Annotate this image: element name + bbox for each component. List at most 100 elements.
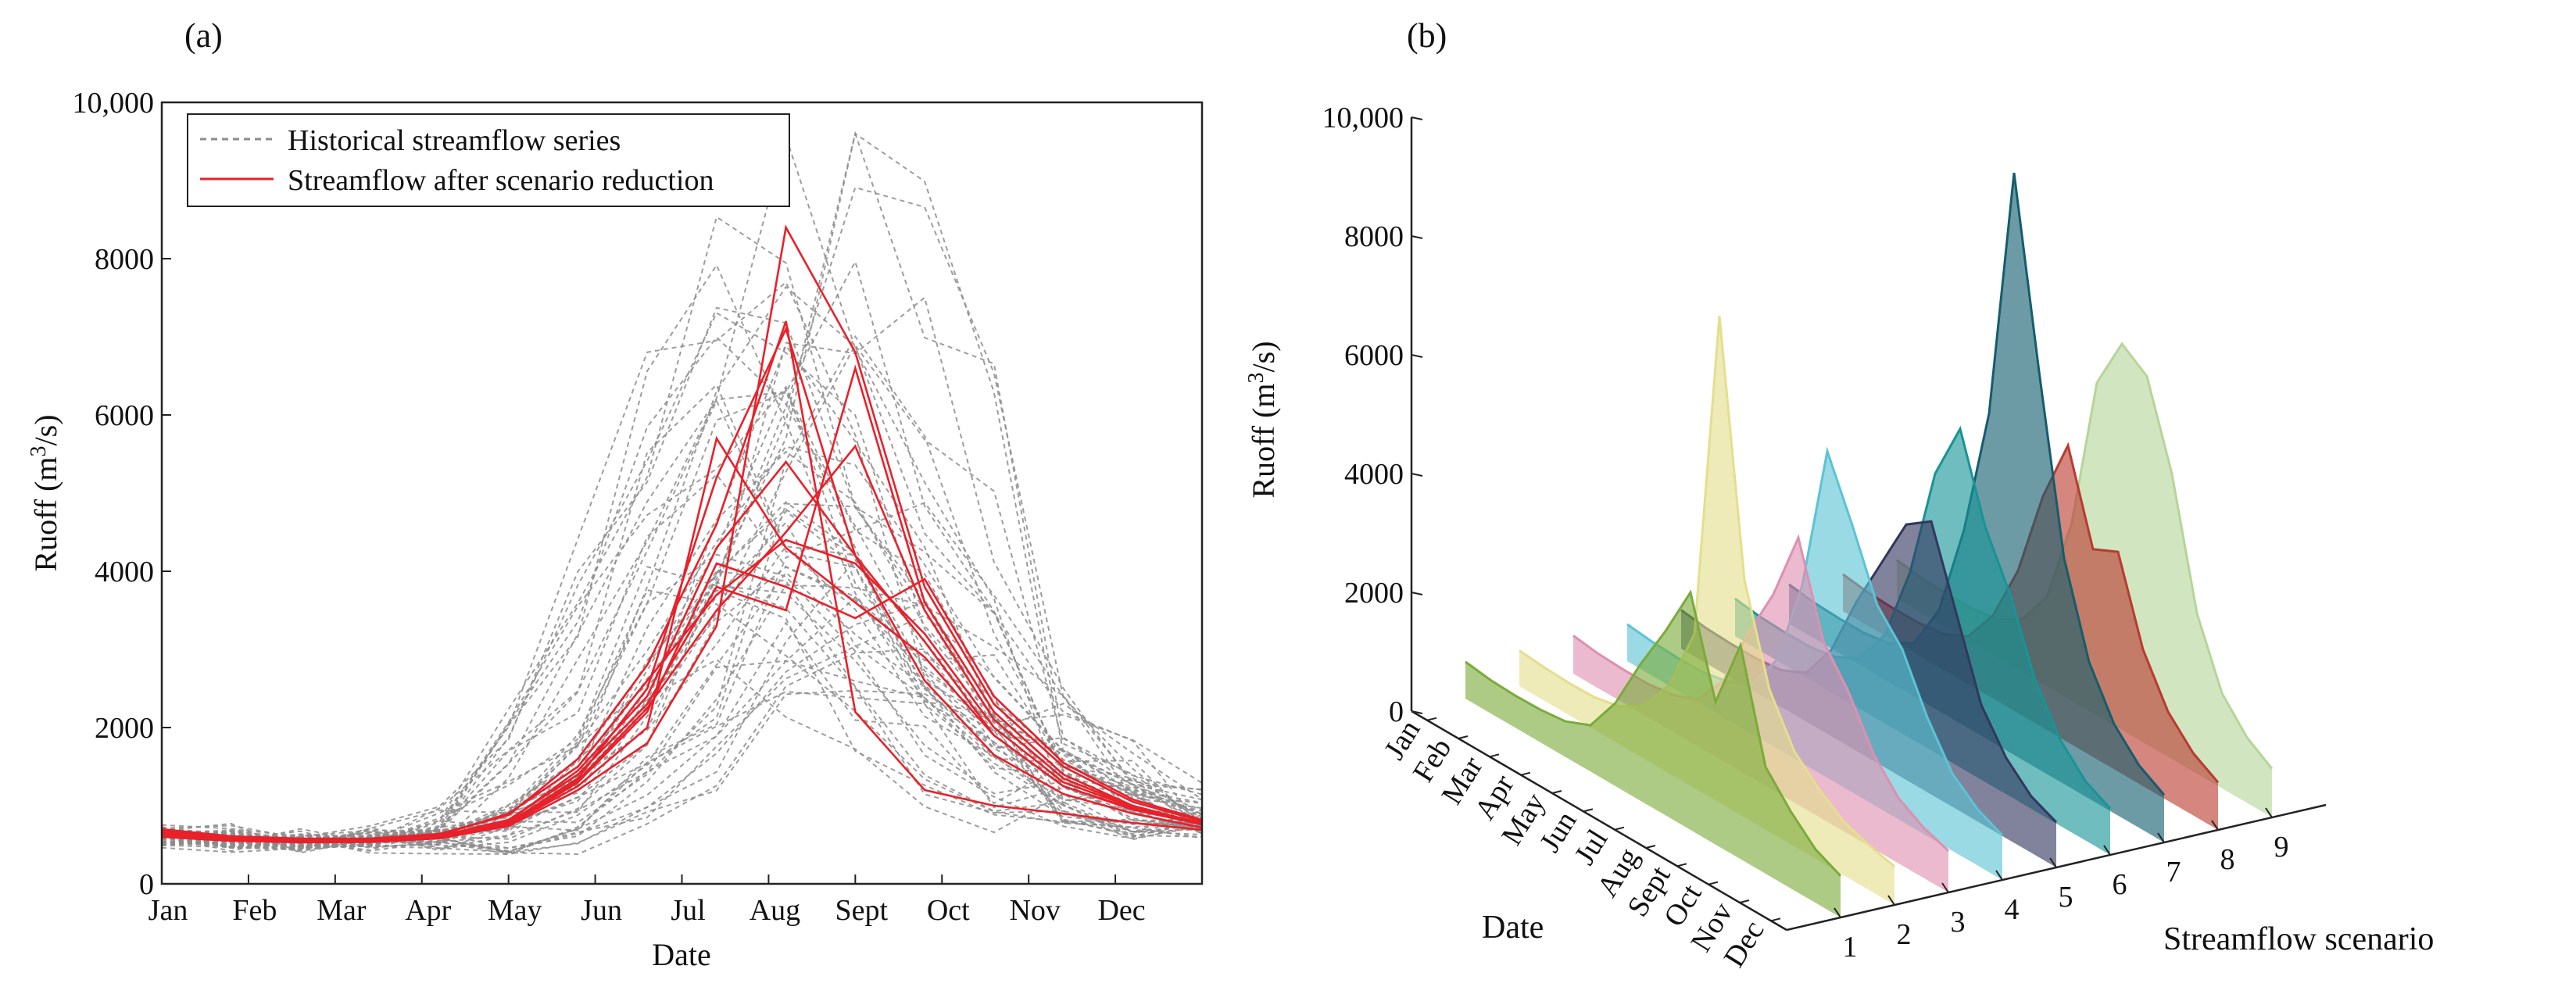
- panel-b-z-label-tail: /s): [1246, 341, 1281, 372]
- scenario-tick-label: 5: [2059, 881, 2073, 914]
- scenario-tick-label: 6: [2113, 868, 2127, 901]
- z-tick-mark: [1411, 710, 1423, 714]
- z-tick-label: 2000: [1344, 577, 1404, 610]
- panel-b-z-ticks: 0 2000 4000 6000 8000 10,000: [1322, 102, 1423, 728]
- z-tick-label: 0: [1389, 696, 1404, 728]
- historical-series-line: [161, 285, 1203, 846]
- scenario-tick-mark: [1941, 882, 1949, 893]
- scenario-tick-mark: [2211, 820, 2219, 831]
- date-tick-mark: [1489, 753, 1500, 758]
- historical-series-line: [161, 566, 1203, 849]
- x-tick-label: Feb: [232, 894, 277, 927]
- legend-historical-label: Historical streamflow series: [288, 124, 621, 157]
- z-tick-label: 4000: [1344, 458, 1404, 491]
- scenario-tick-mark: [2157, 832, 2165, 843]
- historical-series-line: [161, 132, 1203, 845]
- panel-a-x-axis-label: Date: [652, 937, 711, 972]
- x-tick-label: Oct: [927, 894, 970, 927]
- x-tick-label: Mar: [317, 894, 367, 927]
- scenario-tick-mark: [1887, 895, 1895, 906]
- date-tick-mark: [1676, 863, 1687, 867]
- reduced-series-line: [161, 224, 1203, 844]
- z-tick-label: 8000: [1344, 220, 1404, 253]
- reduced-series-line: [161, 364, 1203, 842]
- y-tick-label: 10,000: [73, 87, 155, 120]
- date-tick-mark: [1426, 717, 1437, 721]
- y-tick-label: 8000: [95, 243, 154, 276]
- x-tick-label: Sept: [835, 894, 889, 927]
- historical-series-line: [161, 588, 1203, 850]
- date-tick-mark: [1739, 899, 1750, 903]
- scenario-tick-label: 7: [2166, 856, 2181, 889]
- z-tick-mark: [1411, 473, 1423, 477]
- legend-box: [187, 113, 790, 207]
- reduced-series-line: [161, 562, 1203, 843]
- panel-a-label: (a): [184, 16, 223, 55]
- date-tick-mark: [1645, 845, 1656, 849]
- panel-b-z-label-main: Ruoff (m: [1246, 383, 1281, 498]
- reduced-series-line: [161, 320, 1203, 840]
- historical-series-line: [161, 589, 1203, 847]
- historical-series-line: [161, 614, 1203, 849]
- x-tick-label: Nov: [1009, 894, 1060, 927]
- x-tick-label: Jan: [148, 894, 188, 927]
- scenario-tick-mark: [2265, 807, 2273, 818]
- scenario-tick-mark: [1834, 907, 1841, 918]
- y-tick-label: 6000: [95, 399, 154, 432]
- panel-b-date-axis-label: Date: [1482, 910, 1544, 946]
- scenario-ribbon-outline: [1465, 589, 1842, 877]
- y-tick-label: 4000: [95, 556, 154, 588]
- historical-series-line: [161, 559, 1203, 853]
- reduced-series-group: [161, 224, 1203, 844]
- scenario-tick-mark: [1995, 870, 2003, 881]
- scenario-ribbon-fill: [1519, 316, 1894, 906]
- date-tick-mark: [1770, 917, 1781, 922]
- scenario-tick-label: 2: [1897, 918, 1912, 951]
- scenario-tick-label: 9: [2274, 831, 2289, 864]
- x-tick-label: Jul: [671, 894, 705, 927]
- date-tick-mark: [1708, 881, 1719, 885]
- panel-a: (a) 0 2000 4000 6000 8000 10,000 Jan Feb Mar Apr…: [27, 16, 1204, 972]
- reduced-series-line: [161, 444, 1203, 842]
- scenario-ribbon-fill: [1465, 592, 1841, 917]
- panel-b-z-axis-label: Ruoff (m3/s): [1244, 341, 1281, 498]
- date-tick-mark: [1614, 826, 1625, 831]
- panel-a-x-ticks: Jan Feb Mar Apr May Jun Jul Aug Sept Oct Nov Dec: [148, 874, 1146, 927]
- scenario-tick-mark: [2049, 857, 2057, 868]
- panel-a-y-axis-label: Ruoff (m3/s): [27, 414, 63, 571]
- x-tick-label: Jun: [581, 894, 622, 927]
- legend: Historical streamflow series Streamflow …: [187, 113, 790, 207]
- legend-reduced-label: Streamflow after scenario reduction: [288, 164, 714, 197]
- scenario-tick-mark: [2103, 845, 2111, 856]
- date-tick-mark: [1520, 771, 1531, 776]
- historical-series-line: [161, 306, 1203, 845]
- scenario-tick-label: 3: [1951, 906, 1966, 939]
- panel-b-scenario-ticks: 1 2 3 4 5 6 7 8 9: [1834, 807, 2289, 964]
- date-tick-mark: [1458, 735, 1469, 739]
- panel-a-axes-frame: [160, 101, 1204, 885]
- scenario-ribbon-outline: [1519, 315, 1895, 867]
- date-axis-line: [1411, 710, 1787, 932]
- date-tick-mark: [1551, 790, 1562, 794]
- z-tick-mark: [1411, 235, 1423, 239]
- panel-b-label: (b): [1407, 16, 1447, 55]
- x-tick-label: May: [488, 894, 542, 927]
- z-tick-mark: [1411, 354, 1423, 358]
- panel-a-y-label-tail: /s): [28, 414, 63, 445]
- panel-a-y-label-superscript: 3: [27, 445, 51, 456]
- z-tick-label: 6000: [1344, 339, 1404, 372]
- reduced-series-line: [161, 460, 1203, 841]
- panel-a-y-label-main: Ruoff (m: [28, 456, 63, 571]
- historical-series-line: [161, 387, 1203, 846]
- historical-series-line: [161, 690, 1203, 853]
- date-tick-mark: [1583, 808, 1594, 813]
- panel-b-ribbons: [1465, 173, 2274, 917]
- x-tick-label: Aug: [750, 894, 800, 927]
- y-tick-label: 2000: [95, 712, 154, 745]
- scenario-tick-label: 8: [2220, 843, 2235, 876]
- x-tick-label: Apr: [405, 894, 451, 927]
- panel-b-z-label-superscript: 3: [1244, 372, 1268, 383]
- panel-b-scenario-axis-label: Streamflow scenario: [2163, 921, 2434, 957]
